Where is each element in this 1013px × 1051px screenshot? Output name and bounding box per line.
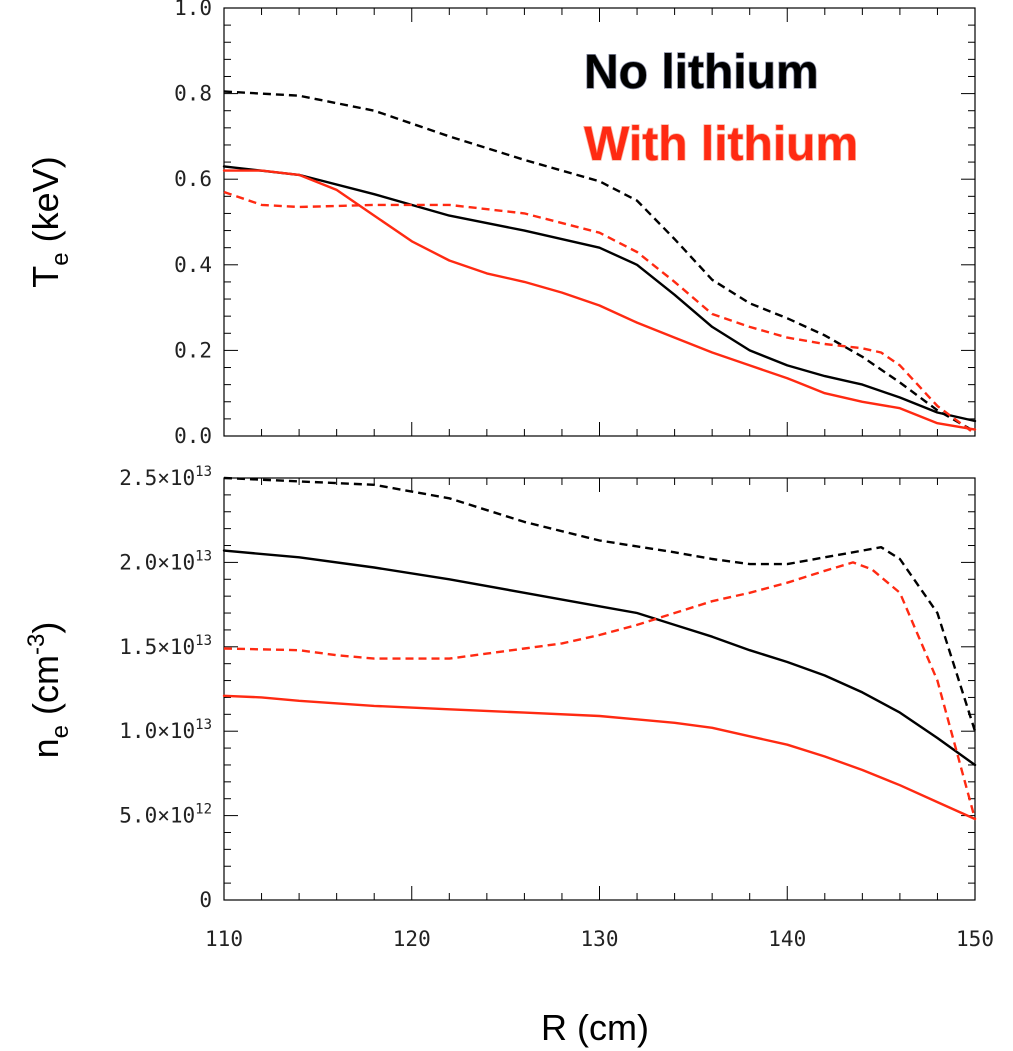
y-tick-label: 0.2 xyxy=(174,338,212,362)
series-with-lithium-dashed xyxy=(223,190,976,435)
legend-no-lithium: No lithium xyxy=(584,46,819,99)
y-tick-label: 1.5×1013 xyxy=(119,633,212,659)
y-tick-label: 1.0×1013 xyxy=(119,717,212,743)
series-with-lithium-solid xyxy=(222,694,977,821)
series-with-lithium-solid xyxy=(222,169,977,431)
x-tick-label: 130 xyxy=(581,927,619,951)
y-tick-label: 1.0 xyxy=(174,0,212,20)
panel-te: 0.0 0.2 0.4 0.6 0.8 1.0 Te (keV) xyxy=(25,0,977,448)
y-tick-label: 0.4 xyxy=(174,253,212,277)
x-axis-title: R (cm) xyxy=(541,1007,649,1048)
x-tick-label: 140 xyxy=(768,927,806,951)
y-tick-label: 0.0 xyxy=(174,424,212,448)
y-tick-label: 0.8 xyxy=(174,82,212,106)
x-tick-label: 150 xyxy=(956,927,994,951)
y-tick-label: 0 xyxy=(199,888,212,912)
panel-ne: 0 5.0×1012 1.0×1013 1.5×1013 2.0×1013 2.5×101… xyxy=(23,464,994,951)
series-no-lithium-dashed xyxy=(223,90,976,433)
x-tick-label: 110 xyxy=(205,927,243,951)
y-axis-title: ne (cm-3) xyxy=(23,622,74,759)
y-tick-label: 5.0×1012 xyxy=(119,802,212,828)
y-tick-label: 2.0×1013 xyxy=(119,548,212,574)
x-tick-label: 120 xyxy=(393,927,431,951)
series-no-lithium-solid xyxy=(222,165,977,423)
y-tick-label: 0.6 xyxy=(174,167,212,191)
series-with-lithium-dashed xyxy=(223,561,977,820)
y-tick-label: 2.5×1013 xyxy=(119,464,212,490)
series-no-lithium-dashed xyxy=(223,476,977,732)
legend-with-lithium: With lithium xyxy=(584,118,858,171)
series-no-lithium-solid xyxy=(222,549,977,767)
y-axis-title: Te (keV) xyxy=(25,156,74,287)
